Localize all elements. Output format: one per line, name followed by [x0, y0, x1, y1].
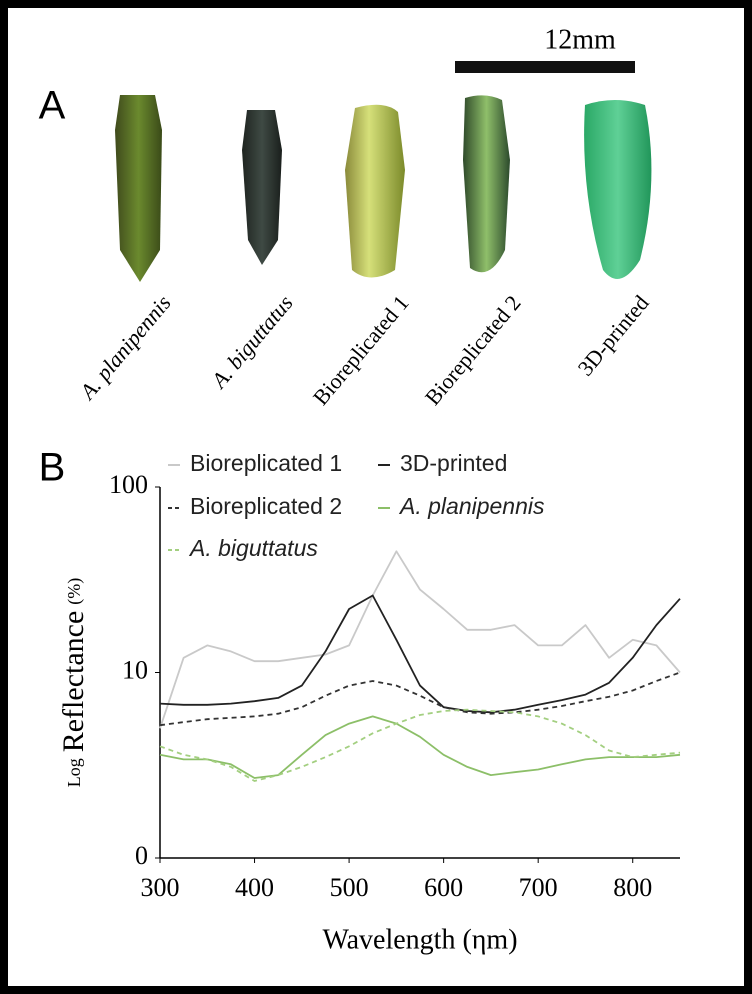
specimen-label: 3D-printed	[572, 290, 653, 380]
specimen-photo	[584, 100, 652, 279]
x-axis-title: Wavelength (ηm)	[322, 924, 517, 955]
legend-label: A. biguttatus	[188, 535, 318, 561]
x-tick-label: 800	[613, 873, 652, 902]
specimen-photo	[115, 95, 162, 282]
legend-label: Bioreplicated 1	[190, 450, 342, 476]
specimen-label: Bioreplicated 1	[308, 290, 414, 409]
panel-label: B	[39, 446, 66, 490]
y-axis-title-part: (%)	[64, 578, 85, 605]
legend-label: 3D-printed	[400, 450, 507, 476]
specimen-label: Bioreplicated 2	[420, 290, 526, 409]
legend-label: A. planipennis	[398, 493, 545, 519]
y-tick-label: 100	[109, 470, 148, 499]
y-tick-label: 0	[135, 841, 148, 870]
panel-label: A	[39, 84, 66, 128]
specimen-label: A. biguttatus	[205, 290, 298, 394]
specimen-photos	[115, 95, 652, 282]
data-line	[159, 708, 681, 782]
data-line	[159, 671, 681, 727]
specimen-photo	[345, 104, 405, 278]
scale-bar	[455, 61, 635, 73]
scale-bar-label: 12mm	[544, 24, 616, 55]
x-tick-label: 400	[235, 873, 274, 902]
y-axis-title: Log Reflectance (%)	[57, 578, 90, 788]
y-axis-title-part: Log	[64, 758, 84, 787]
y-axis-title-part: Reflectance	[57, 611, 90, 753]
data-line	[159, 550, 681, 729]
specimen-photo	[463, 95, 510, 273]
legend-label: Bioreplicated 2	[190, 493, 342, 519]
x-tick-label: 600	[424, 873, 463, 902]
specimen-photo	[242, 110, 282, 265]
x-tick-label: 500	[330, 873, 369, 902]
y-tick-label: 10	[122, 655, 148, 684]
data-line	[159, 594, 681, 714]
data-line	[159, 715, 681, 779]
specimen-label: A. planipennis	[74, 290, 176, 405]
x-tick-label: 300	[141, 873, 180, 902]
x-tick-label: 700	[519, 873, 558, 902]
